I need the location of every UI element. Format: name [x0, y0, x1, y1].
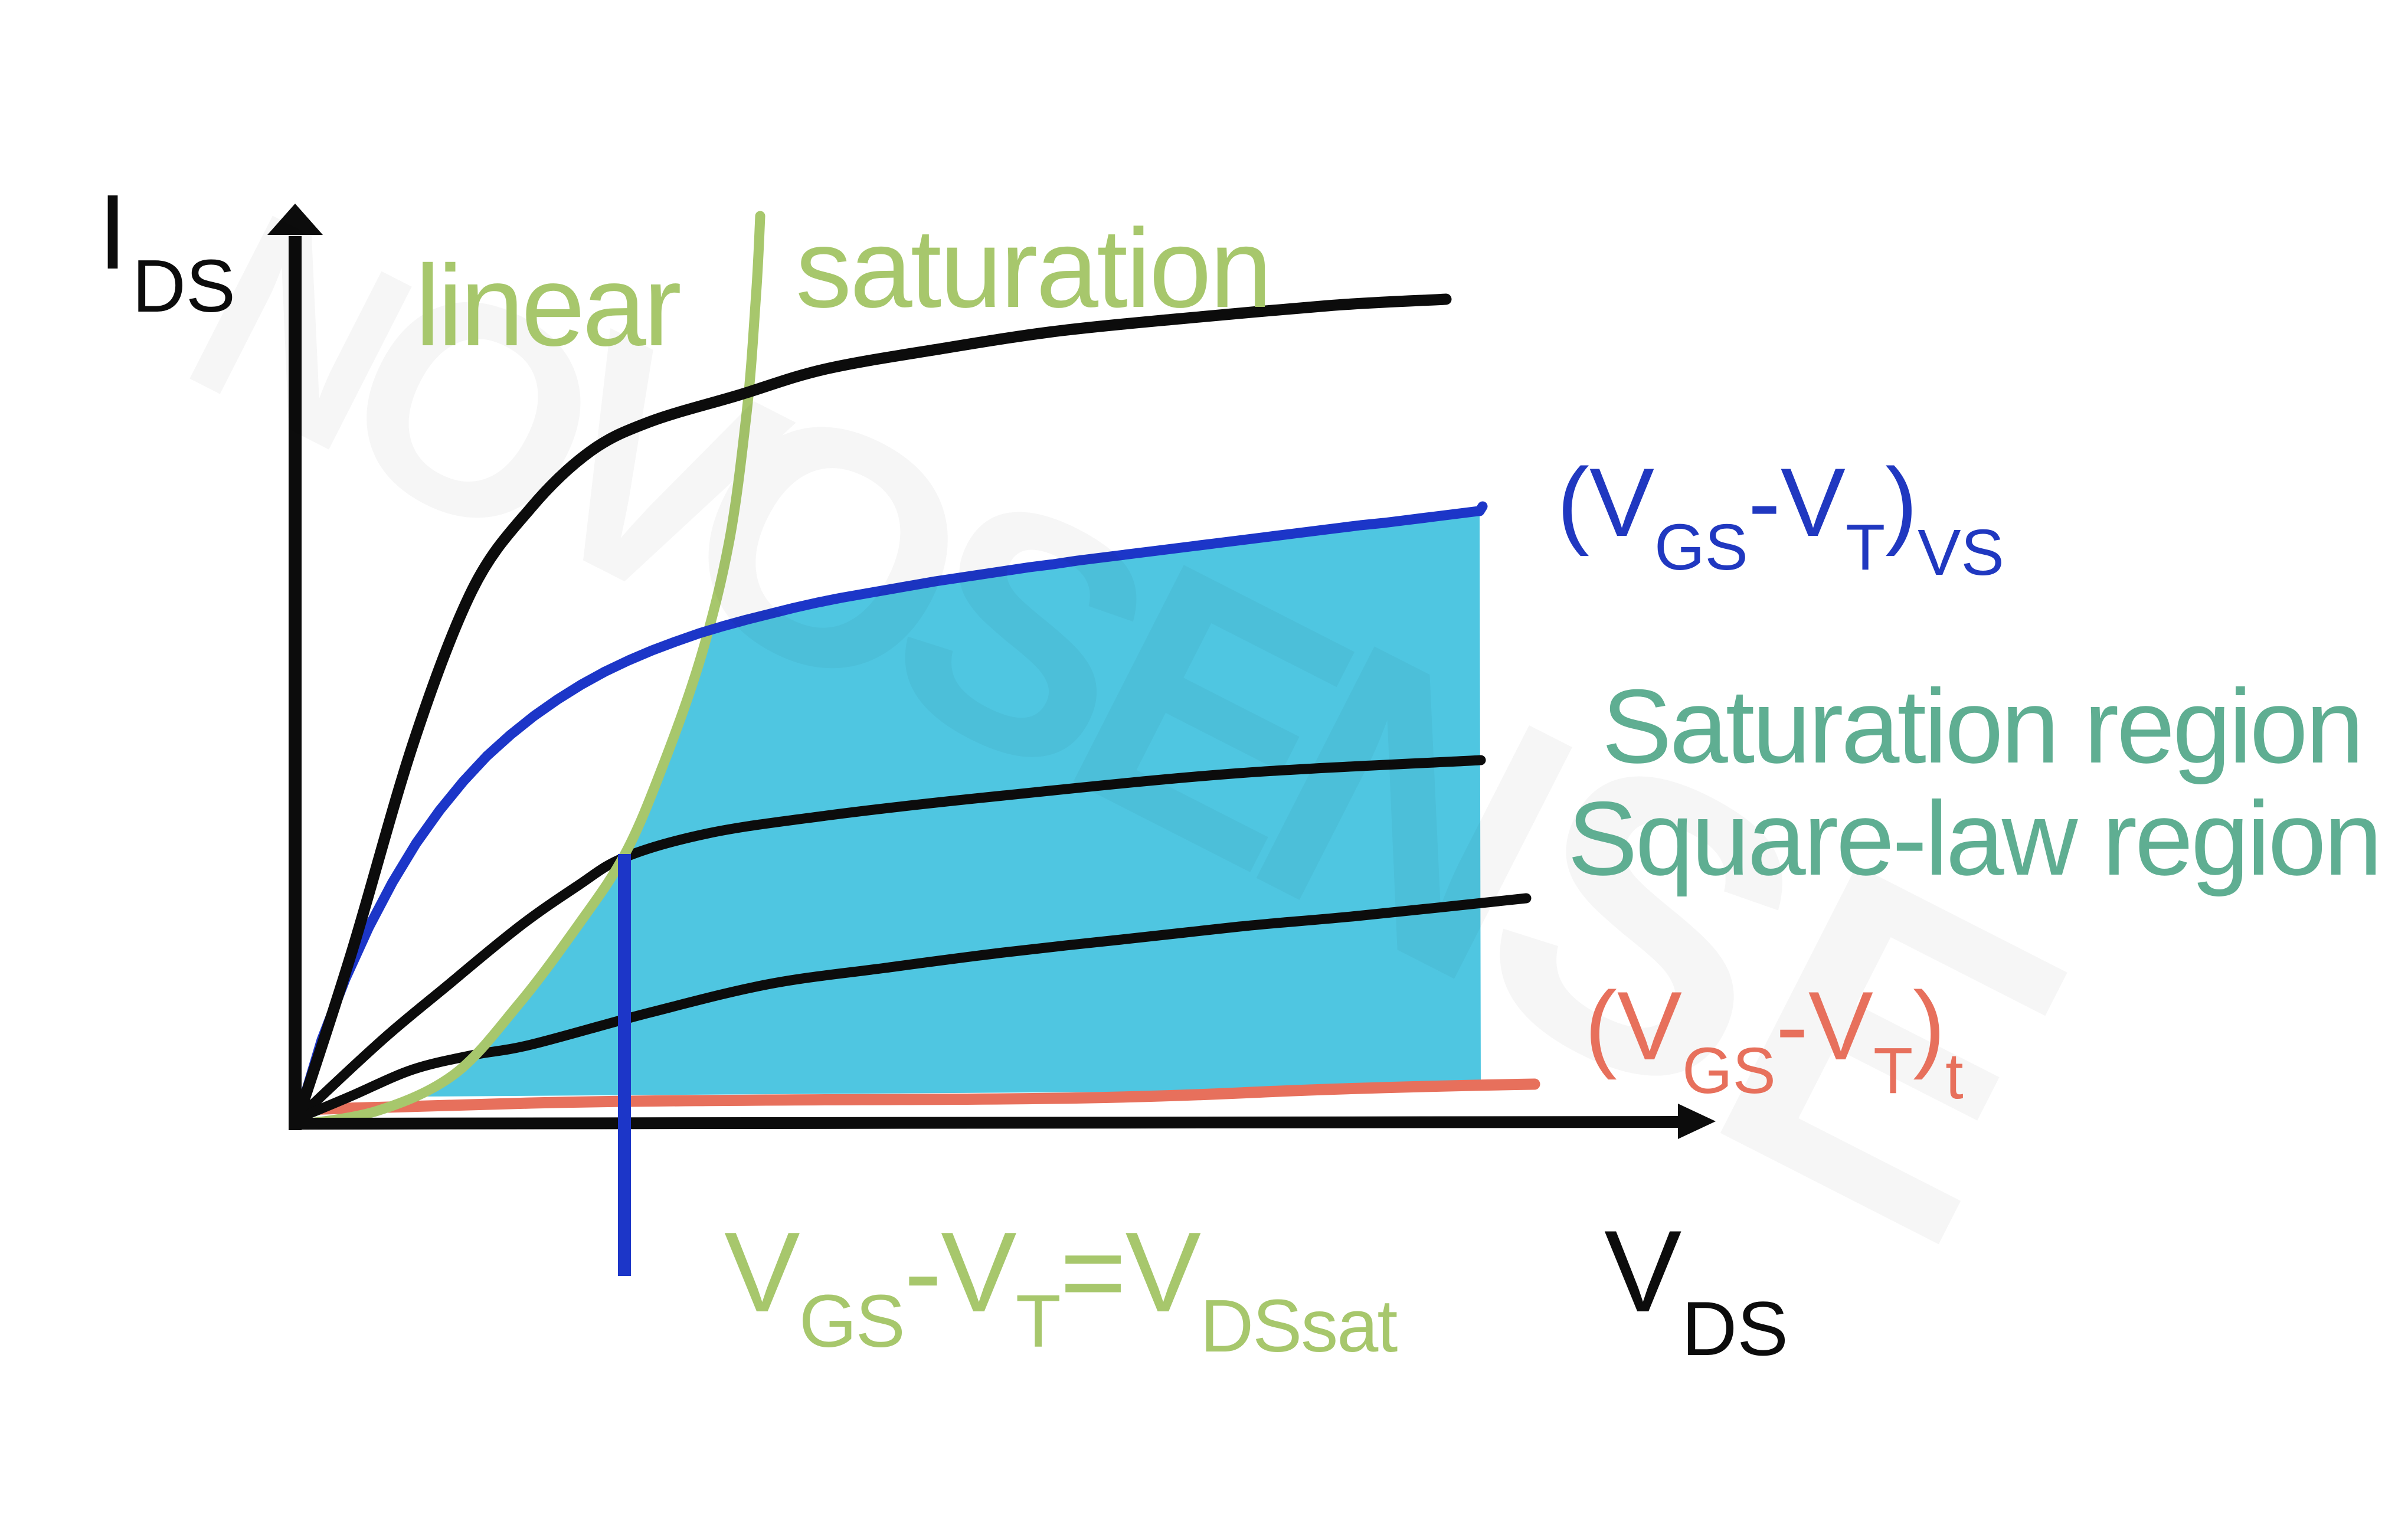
svg-text:Square-law region: Square-law region [1568, 780, 2380, 897]
svg-text:saturation: saturation [796, 206, 1270, 331]
svg-text:linear: linear [415, 241, 680, 370]
svg-text:Saturation region: Saturation region [1602, 667, 2362, 785]
